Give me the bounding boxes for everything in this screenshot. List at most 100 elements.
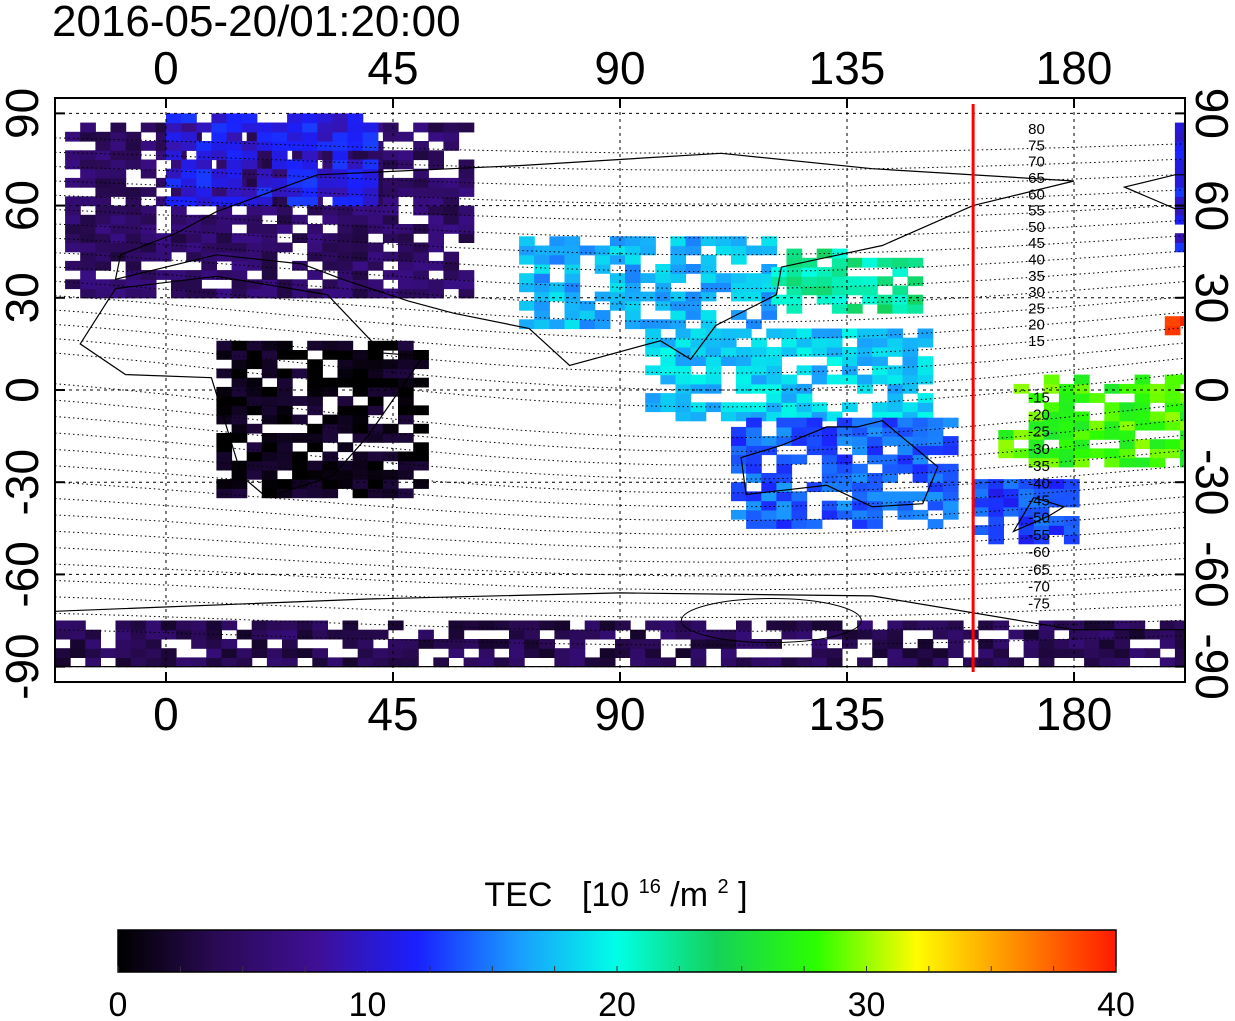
tec-cell	[382, 377, 399, 388]
tec-cell	[201, 224, 217, 234]
tec-cell	[171, 205, 187, 216]
tec-cell	[1033, 534, 1050, 545]
tec-cell	[852, 436, 868, 446]
contour-label: -75	[1028, 596, 1050, 613]
tec-cell	[337, 405, 354, 416]
tec-cell	[857, 347, 873, 357]
tec-cell	[1048, 488, 1065, 499]
tec-cell	[1174, 620, 1185, 631]
tec-cell	[337, 251, 354, 262]
tec-cell	[1048, 516, 1065, 526]
tec-cell	[140, 270, 157, 280]
coastline-path	[740, 420, 939, 508]
tec-cell	[1018, 525, 1035, 535]
tec-cell	[261, 479, 278, 489]
tec-cell	[609, 245, 626, 256]
tec-cell	[443, 224, 460, 234]
tec-cell	[1013, 448, 1030, 459]
tec-cell	[1048, 525, 1065, 535]
tec-cell	[690, 402, 707, 413]
tec-cell	[821, 509, 838, 520]
tec-cell	[887, 393, 904, 403]
tec-cell	[352, 386, 369, 397]
tec-cell	[1149, 439, 1166, 449]
tec-cell	[1033, 525, 1050, 535]
tec-cell	[201, 233, 217, 243]
contour-label: 60	[1028, 186, 1045, 203]
tec-cell	[978, 639, 994, 649]
tec-cell	[95, 196, 112, 207]
tec-cell	[246, 396, 263, 406]
tec-cell	[892, 294, 909, 305]
tec-cell	[231, 488, 248, 499]
tec-cell	[1119, 430, 1136, 440]
tec-cell	[1164, 411, 1181, 422]
tec-cell	[1023, 639, 1040, 649]
tec-cell	[181, 177, 197, 188]
tec-cell	[125, 131, 142, 142]
tec-cell	[256, 131, 273, 142]
tec-cell	[655, 300, 671, 311]
tec-cell	[519, 254, 535, 265]
tec-cell	[670, 254, 687, 265]
tec-cell	[1104, 430, 1120, 440]
x-tick-label-bottom: 135	[809, 688, 886, 740]
tec-cell	[826, 356, 843, 366]
y-tick-label-right: 0	[1186, 377, 1235, 403]
tec-cell	[715, 273, 732, 283]
tec-cell	[549, 291, 566, 302]
tec-cell	[857, 620, 873, 631]
tec-cell	[720, 411, 737, 422]
tec-cell	[630, 648, 646, 658]
tec-cell	[826, 374, 843, 385]
tec-cell	[65, 233, 81, 243]
tec-cell	[791, 491, 808, 502]
tec-cell	[615, 639, 631, 649]
tec-cell	[942, 445, 959, 456]
tec-cell	[887, 657, 904, 668]
tec-cell	[791, 454, 808, 465]
tec-cell	[564, 273, 581, 283]
tec-cell	[836, 509, 853, 520]
y-tick-label-left: 90	[0, 88, 48, 139]
x-tick-label-top: 180	[1036, 42, 1113, 94]
tec-cell	[226, 141, 243, 151]
tec-cell	[564, 319, 581, 330]
tec-cell	[322, 377, 339, 388]
tec-cell	[630, 639, 646, 649]
tec-cell	[872, 629, 888, 640]
tec-cell	[917, 365, 934, 376]
tec-cell	[1033, 488, 1050, 499]
tec-cell	[1043, 411, 1060, 422]
tec-cell	[140, 233, 157, 243]
tec-cell	[246, 205, 263, 216]
tec-cell	[181, 159, 197, 170]
tec-cell	[398, 279, 414, 290]
tec-cell	[332, 159, 349, 170]
tec-cell	[65, 159, 81, 170]
tec-cell	[443, 141, 460, 151]
tec-cell	[110, 159, 127, 170]
tec-cell	[125, 251, 142, 262]
tec-cell	[645, 639, 661, 649]
tec-cell	[85, 657, 101, 668]
tec-cell	[776, 500, 793, 511]
tec-cell	[1048, 497, 1065, 508]
contour-label: -50	[1028, 510, 1050, 527]
tec-cell	[160, 657, 177, 668]
tec-cell	[1058, 402, 1075, 413]
tec-cell	[171, 288, 187, 299]
tec-cell	[1180, 402, 1185, 413]
tec-cell	[322, 214, 339, 225]
tec-cell	[216, 460, 233, 471]
tec-cell	[963, 629, 979, 640]
tec-cell	[398, 242, 414, 253]
tec-cell	[382, 386, 399, 397]
tec-cell	[1074, 430, 1090, 440]
tec-cell	[625, 236, 641, 247]
tec-cell	[776, 417, 793, 428]
tec-cell	[842, 639, 858, 649]
colorbar-quantity: TEC	[484, 876, 552, 914]
tec-cell	[362, 122, 379, 133]
tec-cell	[241, 141, 258, 151]
